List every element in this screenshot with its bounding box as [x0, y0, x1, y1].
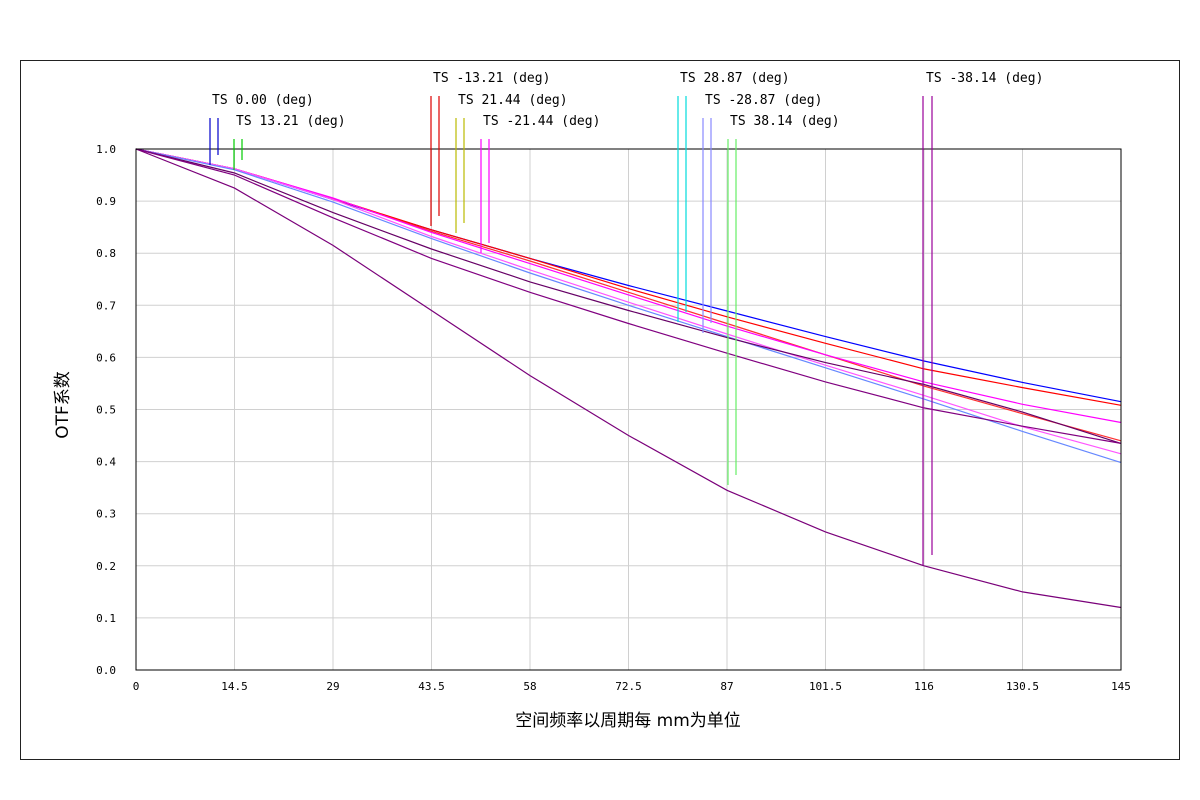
- legend-label: TS -28.87 (deg): [705, 93, 822, 108]
- x-tick-label: 0: [133, 680, 140, 693]
- chart-frame: [20, 60, 1180, 760]
- grid-lines: [135, 148, 1122, 671]
- legend-label: TS -13.21 (deg): [433, 71, 550, 86]
- x-tick-label: 130.5: [1006, 680, 1039, 693]
- y-tick-label: 0.2: [96, 560, 116, 573]
- y-tick-label: 0.1: [96, 612, 116, 625]
- x-tick-label: 72.5: [615, 680, 642, 693]
- series-line: [135, 148, 1122, 444]
- y-tick-label: 1.0: [96, 143, 116, 156]
- x-tick-label: 43.5: [418, 680, 445, 693]
- y-axis-title: OTF系数: [53, 371, 73, 439]
- x-tick-label: 145: [1111, 680, 1131, 693]
- legend-label: TS 38.14 (deg): [730, 114, 840, 129]
- tick-labels: 0 14.5 29 43.5 58 72.5 87 101.5 116 130.5 145 0.0 0.…: [96, 143, 1131, 693]
- y-tick-label: 0.0: [96, 664, 116, 677]
- y-tick-label: 0.3: [96, 508, 116, 521]
- series-line: [135, 148, 1122, 464]
- series-layer: [135, 148, 1122, 609]
- series-line: [135, 148, 1122, 444]
- y-tick-label: 0.6: [96, 351, 116, 364]
- y-tick-label: 0.9: [96, 195, 116, 208]
- x-tick-label: 58: [523, 680, 536, 693]
- y-tick-label: 0.5: [96, 404, 116, 417]
- legend-label: TS 13.21 (deg): [236, 114, 346, 129]
- legend-label: TS 21.44 (deg): [458, 93, 568, 108]
- legend-label: TS -38.14 (deg): [926, 71, 1043, 86]
- series-line: [135, 148, 1122, 455]
- x-tick-label: 116: [914, 680, 934, 693]
- legend-label: TS 0.00 (deg): [212, 93, 314, 108]
- y-tick-label: 0.8: [96, 247, 116, 260]
- y-tick-label: 0.7: [96, 299, 116, 312]
- x-axis-title: 空间频率以周期每 mm为单位: [515, 711, 741, 731]
- legend-layer: TS 0.00 (deg) TS 13.21 (deg) TS -13.21 (de…: [209, 71, 1043, 565]
- x-tick-label: 29: [326, 680, 339, 693]
- x-tick-label: 87: [720, 680, 733, 693]
- y-tick-label: 0.4: [96, 456, 116, 469]
- legend-label: TS -21.44 (deg): [483, 114, 600, 129]
- x-tick-label: 14.5: [221, 680, 248, 693]
- legend-label: TS 28.87 (deg): [680, 71, 790, 86]
- plot-border: [135, 148, 1122, 671]
- series-line: [135, 148, 1122, 424]
- series-line: [135, 148, 1122, 609]
- x-tick-label: 101.5: [809, 680, 842, 693]
